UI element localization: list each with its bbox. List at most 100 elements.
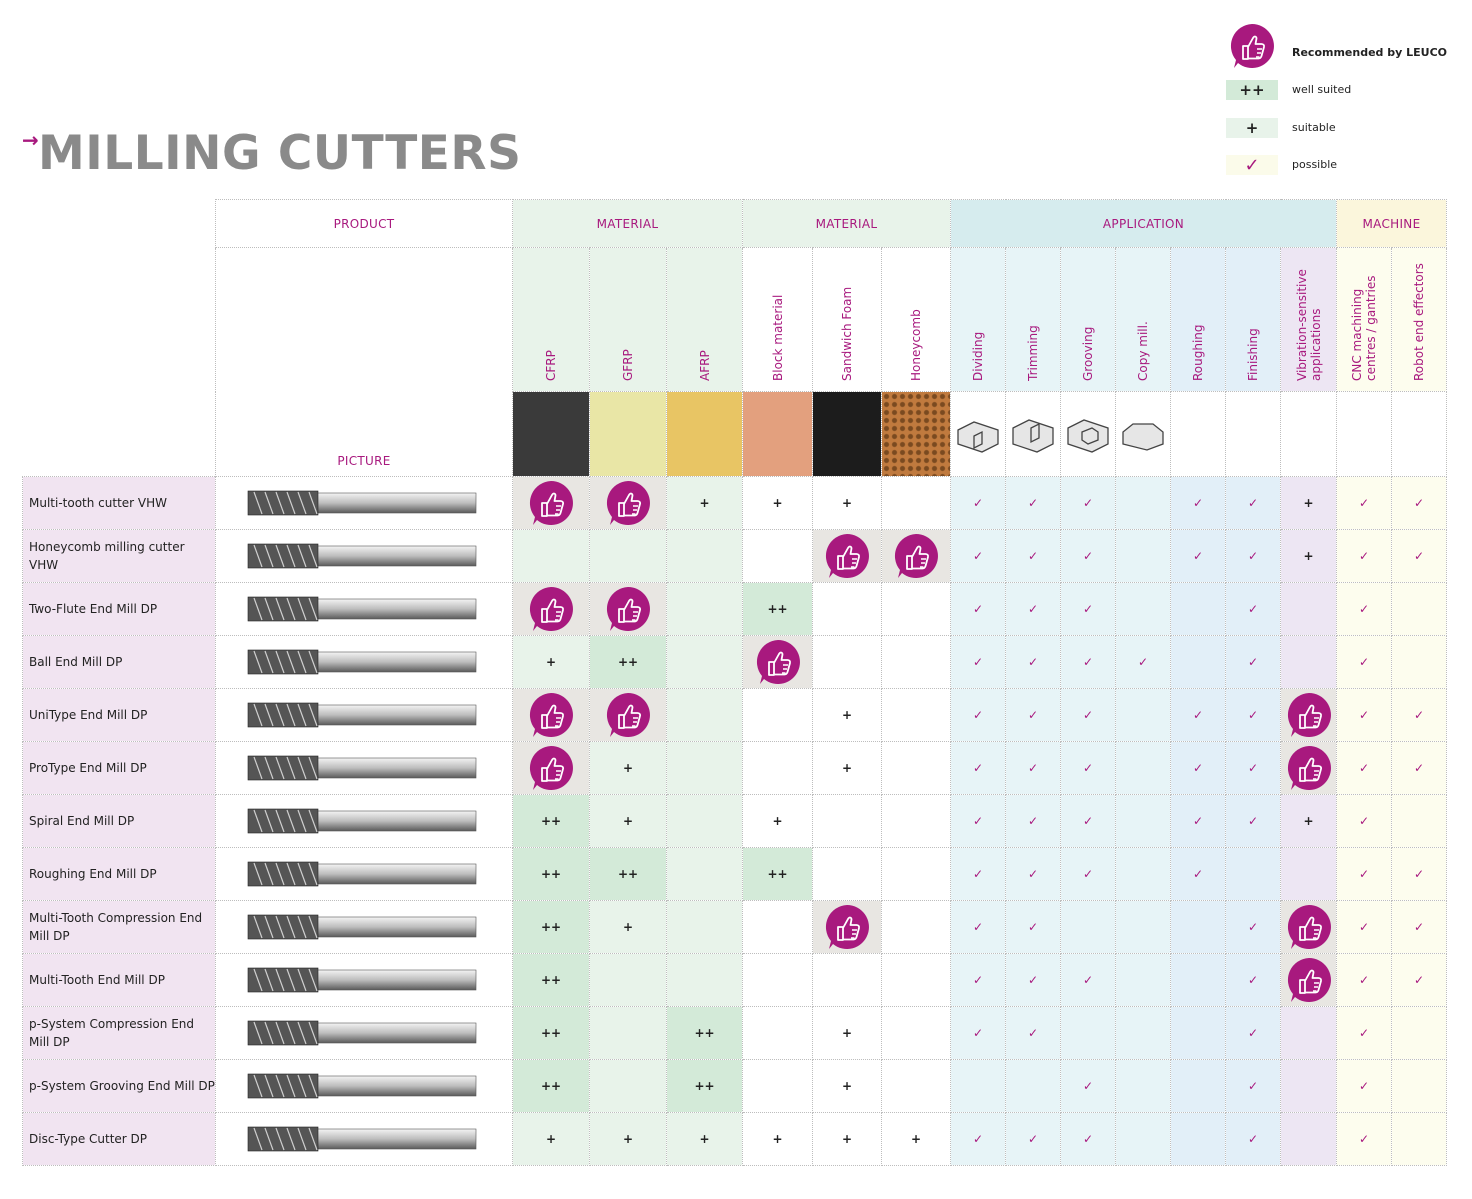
possible-cell: ✓: [1005, 847, 1061, 901]
column-label: Roughing: [1191, 324, 1205, 381]
possible-cell: ✓: [950, 1006, 1006, 1060]
well-suited-cell: ++: [666, 1006, 743, 1060]
possible-cell: ✓: [1060, 953, 1116, 1007]
possible-cell: ✓: [950, 794, 1006, 848]
possible-cell: ✓: [1060, 847, 1116, 901]
possible-cell: ✓: [1336, 900, 1392, 954]
empty-picture-cell: [1170, 391, 1226, 477]
possible-cell: ✓: [1170, 741, 1226, 795]
possible-cell: ✓: [1005, 529, 1061, 583]
suitable-cell: +: [742, 1112, 813, 1166]
recommended-cell: [812, 900, 882, 954]
possible-cell: ✓: [1060, 635, 1116, 689]
suitable-cell: +: [812, 688, 882, 742]
product-picture: [215, 847, 513, 901]
suitable-cell: +: [812, 1112, 882, 1166]
application-shape-icon: [1060, 391, 1116, 477]
empty-cell: [950, 1059, 1006, 1113]
picture-header: PICTURE: [215, 247, 513, 477]
well-suited-cell: ++: [512, 953, 590, 1007]
empty-cell: [1115, 794, 1171, 848]
suitable-cell: +: [812, 476, 882, 530]
empty-cell: [881, 741, 951, 795]
empty-cell: [1391, 1059, 1447, 1113]
possible-cell: ✓: [1060, 794, 1116, 848]
suitable-cell: +: [589, 794, 667, 848]
product-name: Spiral End Mill DP: [22, 794, 216, 848]
empty-cell: [1391, 1112, 1447, 1166]
thumbs-up-icon: [527, 479, 575, 527]
empty-cell: [1005, 1059, 1061, 1113]
empty-cell: [1115, 476, 1171, 530]
column-header-2: AFRP: [666, 247, 743, 392]
empty-cell: [881, 1006, 951, 1060]
product-name: Multi-Tooth End Mill DP: [22, 953, 216, 1007]
well-suited-cell: ++: [589, 847, 667, 901]
empty-cell: [1280, 847, 1337, 901]
possible-cell: ✓: [1225, 900, 1281, 954]
recommended-cell: [812, 529, 882, 583]
thumbs-up-icon: [754, 638, 802, 686]
empty-cell: [881, 476, 951, 530]
empty-cell: [1280, 635, 1337, 689]
product-picture: [215, 1059, 513, 1113]
possible-cell: ✓: [1170, 794, 1226, 848]
grooving-icon: [1067, 419, 1109, 453]
possible-cell: ✓: [1225, 1112, 1281, 1166]
empty-cell: [1280, 1006, 1337, 1060]
empty-cell: [812, 847, 882, 901]
column-header-3: Block material: [742, 247, 813, 392]
empty-cell: [1391, 582, 1447, 636]
cutter-tool-image: [247, 543, 477, 569]
column-header-0: CFRP: [512, 247, 590, 392]
application-shape-icon: [1005, 391, 1061, 477]
empty-cell: [1280, 1112, 1337, 1166]
recommended-cell: [512, 476, 590, 530]
empty-cell: [1170, 900, 1226, 954]
possible-cell: ✓: [1225, 794, 1281, 848]
empty-cell: [1115, 1059, 1171, 1113]
possible-cell: ✓: [1170, 476, 1226, 530]
empty-cell: [1170, 1059, 1226, 1113]
suitable-cell: +: [1280, 476, 1337, 530]
thumbs-up-icon: [604, 691, 652, 739]
recommended-cell: [589, 476, 667, 530]
empty-cell: [742, 1059, 813, 1113]
suitable-cell: +: [742, 476, 813, 530]
thumbs-up-icon: [527, 691, 575, 739]
table-row: Ball End Mill DP + ++ ✓ ✓ ✓ ✓ ✓ ✓: [22, 635, 1447, 689]
legend-suitable: + suitable: [1226, 118, 1466, 142]
table-row: Spiral End Mill DP ++ + + ✓ ✓ ✓ ✓ ✓ + ✓: [22, 794, 1447, 848]
possible-cell: ✓: [1170, 688, 1226, 742]
product-picture: [215, 794, 513, 848]
possible-cell: ✓: [950, 582, 1006, 636]
empty-cell: [742, 688, 813, 742]
empty-cell: [1115, 529, 1171, 583]
possible-cell: ✓: [1005, 1112, 1061, 1166]
possible-cell: ✓: [950, 529, 1006, 583]
column-header-1: GFRP: [589, 247, 667, 392]
product-name: Ball End Mill DP: [22, 635, 216, 689]
possible-cell: ✓: [1005, 1006, 1061, 1060]
column-label: Sandwich Foam: [840, 286, 854, 381]
possible-cell: ✓: [1115, 635, 1171, 689]
column-label: Copy mill.: [1136, 321, 1150, 381]
legend-suitable-swatch: +: [1226, 118, 1278, 138]
thumbs-up-icon: [604, 479, 652, 527]
material-swatch: [812, 391, 882, 477]
cutter-tool-image: [247, 967, 477, 993]
cutter-matrix-table: PRODUCT MATERIAL MATERIAL APPLICATION MA…: [22, 199, 1447, 1166]
empty-cell: [1170, 635, 1226, 689]
legend-well-suited-label: well suited: [1292, 83, 1352, 96]
recommended-cell: [512, 582, 590, 636]
possible-cell: ✓: [950, 635, 1006, 689]
empty-cell: [1280, 1059, 1337, 1113]
empty-picture-cell: [1225, 391, 1281, 477]
empty-cell: [666, 688, 743, 742]
thumbs-up-icon: [1285, 956, 1333, 1004]
group-material-2: MATERIAL: [742, 199, 951, 248]
cutter-tool-image: [247, 702, 477, 728]
material-swatch: [742, 391, 813, 477]
cutter-tool-image: [247, 808, 477, 834]
table-row: Honeycomb milling cutter VHW ✓ ✓ ✓ ✓ ✓ + ✓ ✓: [22, 529, 1447, 583]
